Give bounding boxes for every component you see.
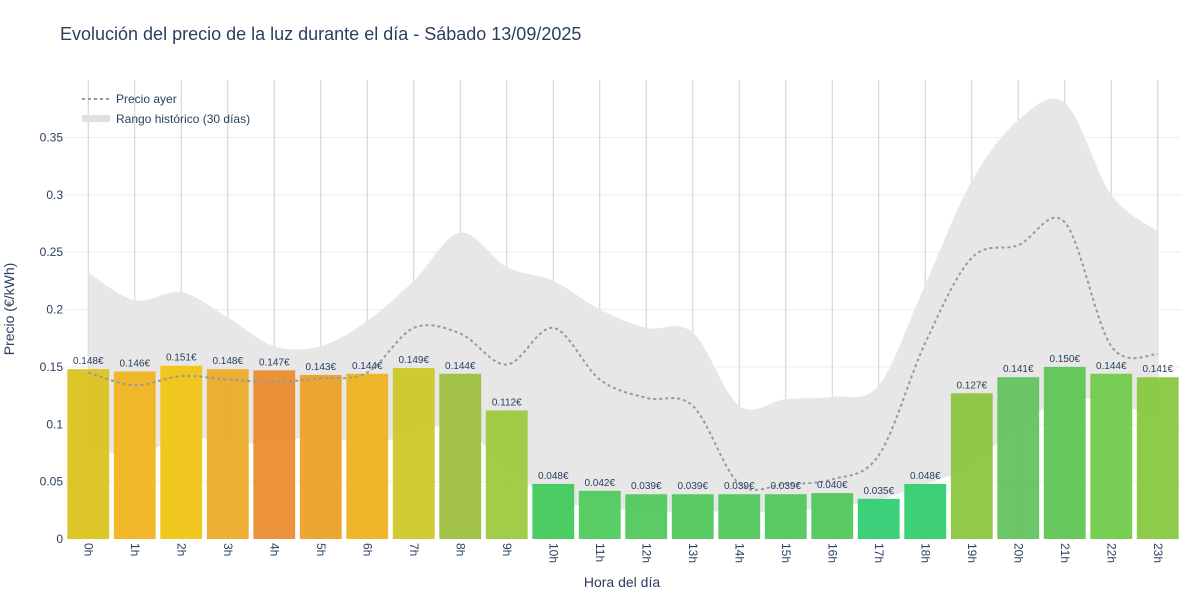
- bar-value-label: 0.144€: [1096, 361, 1127, 372]
- bar-value-label: 0.048€: [538, 471, 569, 482]
- x-tick-label: 16h: [825, 543, 839, 563]
- bar-5h[interactable]: [299, 374, 342, 539]
- bar-10h[interactable]: [532, 483, 575, 539]
- bar-3h[interactable]: [206, 369, 249, 539]
- bar-18h[interactable]: [904, 483, 947, 539]
- y-tick-label: 0.35: [40, 130, 64, 144]
- bar-22h[interactable]: [1090, 373, 1133, 539]
- x-tick-label: 2h: [174, 543, 188, 556]
- x-tick-label: 17h: [872, 543, 886, 563]
- x-tick-label: 15h: [779, 543, 793, 563]
- legend[interactable]: Precio ayer Rango histórico (30 días): [82, 92, 250, 126]
- y-tick-label: 0.3: [46, 188, 63, 202]
- bar-value-label: 0.148€: [212, 356, 243, 367]
- bar-value-label: 0.148€: [73, 356, 104, 367]
- bar-14h[interactable]: [718, 494, 761, 539]
- x-tick-label: 18h: [918, 543, 932, 563]
- x-tick-label: 20h: [1011, 543, 1025, 563]
- bar-17h[interactable]: [857, 498, 900, 539]
- bar-23h[interactable]: [1136, 377, 1179, 539]
- bar-12h[interactable]: [625, 494, 668, 539]
- bar-4h[interactable]: [253, 370, 296, 539]
- y-tick-label: 0.15: [40, 360, 64, 374]
- bar-9h[interactable]: [485, 410, 528, 539]
- x-tick-label: 9h: [500, 543, 514, 556]
- bar-15h[interactable]: [764, 494, 807, 539]
- bar-13h[interactable]: [671, 494, 714, 539]
- x-tick-label: 0h: [81, 543, 95, 556]
- y-tick-label: 0.25: [40, 245, 64, 259]
- x-tick-label: 6h: [360, 543, 374, 556]
- bar-value-label: 0.127€: [956, 380, 987, 391]
- x-tick-label: 7h: [407, 543, 421, 556]
- x-tick-label: 22h: [1104, 543, 1118, 563]
- x-tick-label: 3h: [221, 543, 235, 556]
- bar-value-label: 0.147€: [259, 357, 290, 368]
- bar-value-label: 0.146€: [119, 358, 150, 369]
- y-tick-label: 0.1: [46, 417, 63, 431]
- bar-value-label: 0.039€: [631, 481, 662, 492]
- x-tick-label: 8h: [453, 543, 467, 556]
- y-tick-label: 0.2: [46, 303, 63, 317]
- bar-1h[interactable]: [113, 371, 156, 539]
- y-tick-label: 0.05: [40, 475, 64, 489]
- x-tick-label: 4h: [267, 543, 281, 556]
- bar-21h[interactable]: [1043, 366, 1086, 539]
- bar-value-label: 0.042€: [584, 478, 615, 489]
- price-bars: [67, 365, 1179, 539]
- x-tick-label: 23h: [1151, 543, 1165, 563]
- x-tick-label: 12h: [639, 543, 653, 563]
- x-tick-label: 10h: [546, 543, 560, 563]
- x-axis-ticks: 0h 1h 2h 3h 4h 5h 6h 7h 8h 9h 10h 11h 12h 13h 14h 15h 16…: [81, 543, 1165, 563]
- y-tick-label: 0: [56, 532, 63, 546]
- bar-value-label: 0.112€: [492, 397, 522, 408]
- bar-value-label: 0.149€: [398, 355, 429, 366]
- bar-value-label: 0.141€: [1003, 364, 1034, 375]
- bar-value-label: 0.144€: [445, 361, 476, 372]
- x-tick-label: 21h: [1058, 543, 1072, 563]
- bar-value-label: 0.039€: [677, 481, 708, 492]
- legend-label-yesterday: Precio ayer: [116, 92, 177, 106]
- bar-16h[interactable]: [811, 493, 854, 539]
- bar-value-label: 0.151€: [166, 353, 197, 364]
- bar-value-label: 0.150€: [1049, 354, 1080, 365]
- bar-value-label: 0.048€: [910, 471, 941, 482]
- bar-7h[interactable]: [392, 368, 435, 539]
- x-tick-label: 1h: [128, 543, 142, 556]
- bar-8h[interactable]: [439, 373, 482, 539]
- bar-value-label: 0.040€: [817, 480, 848, 491]
- x-tick-label: 19h: [965, 543, 979, 563]
- bar-value-label: 0.039€: [724, 481, 755, 492]
- y-axis-ticks: 0 0.05 0.1 0.15 0.2 0.25 0.3 0.35: [40, 130, 64, 546]
- legend-swatch-range: [82, 115, 110, 122]
- x-tick-label: 14h: [732, 543, 746, 563]
- bar-19h[interactable]: [950, 393, 993, 539]
- bar-value-label: 0.141€: [1142, 364, 1173, 375]
- x-tick-label: 5h: [314, 543, 328, 556]
- x-axis-title: Hora del día: [584, 574, 660, 590]
- legend-label-range: Rango histórico (30 días): [116, 112, 250, 126]
- bar-6h[interactable]: [346, 373, 389, 539]
- bar-value-label: 0.035€: [863, 486, 894, 497]
- bar-value-label: 0.144€: [352, 361, 383, 372]
- bar-value-label: 0.143€: [305, 362, 336, 373]
- bar-value-labels: 0.148€ 0.146€ 0.151€ 0.148€ 0.147€ 0.143€ 0.14…: [73, 353, 1174, 497]
- x-tick-label: 13h: [686, 543, 700, 563]
- y-axis-title: Precio (€/kWh): [1, 263, 17, 356]
- x-tick-label: 11h: [593, 543, 607, 562]
- bar-0h[interactable]: [67, 369, 110, 539]
- bar-20h[interactable]: [997, 377, 1040, 539]
- bar-11h[interactable]: [578, 490, 621, 539]
- chart-title: Evolución del precio de la luz durante e…: [60, 24, 581, 44]
- bar-value-label: 0.039€: [770, 481, 801, 492]
- bar-2h[interactable]: [160, 365, 203, 539]
